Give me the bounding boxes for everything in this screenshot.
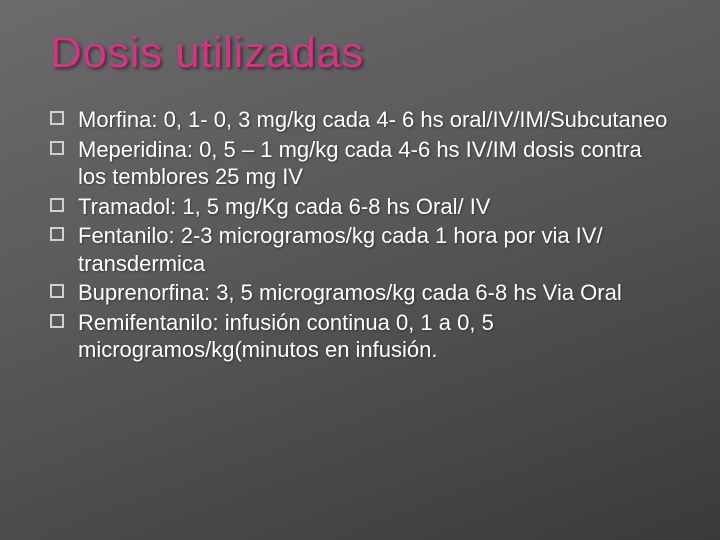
bullet-list: Morfina: 0, 1- 0, 3 mg/kg cada 4- 6 hs o… (50, 106, 670, 364)
list-item: Buprenorfina: 3, 5 microgramos/kg cada 6… (50, 279, 670, 307)
slide-title: Dosis utilizadas (50, 28, 670, 78)
slide: Dosis utilizadas Morfina: 0, 1- 0, 3 mg/… (0, 0, 720, 540)
list-item: Tramadol: 1, 5 mg/Kg cada 6-8 hs Oral/ I… (50, 193, 670, 221)
list-item: Fentanilo: 2-3 microgramos/kg cada 1 hor… (50, 222, 670, 277)
list-item: Meperidina: 0, 5 – 1 mg/kg cada 4-6 hs I… (50, 136, 670, 191)
list-item: Morfina: 0, 1- 0, 3 mg/kg cada 4- 6 hs o… (50, 106, 670, 134)
list-item: Remifentanilo: infusión continua 0, 1 a … (50, 309, 670, 364)
